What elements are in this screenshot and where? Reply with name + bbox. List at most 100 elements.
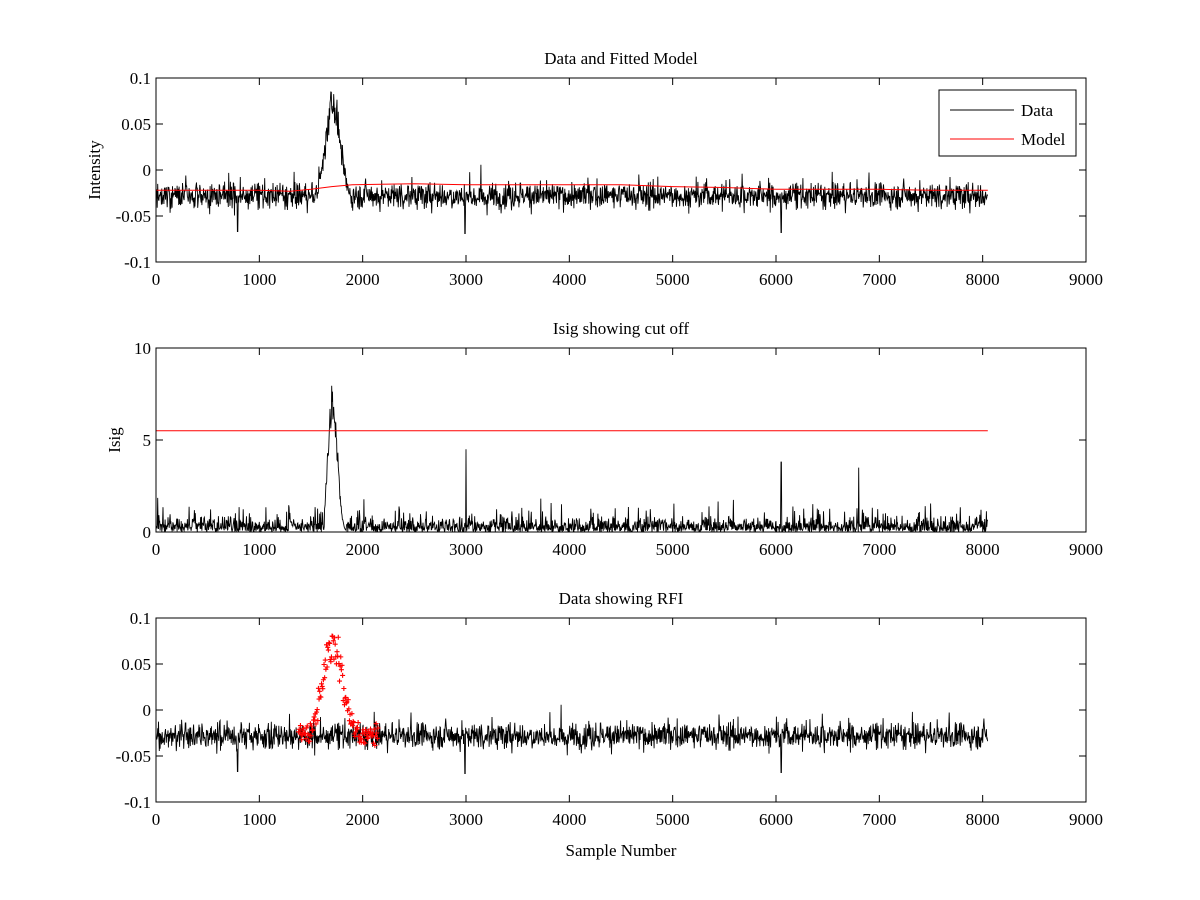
- rfi-marker: [335, 634, 341, 640]
- legend-box: [938, 89, 1077, 157]
- rfi-marker: [317, 688, 323, 694]
- rfi-marker: [334, 649, 340, 655]
- x-tick-label: 8000: [966, 810, 1000, 829]
- y-tick-label: 0: [143, 161, 152, 180]
- y-tick-label: -0.05: [116, 747, 151, 766]
- rfi-marker: [324, 664, 330, 670]
- rfi-marker: [345, 697, 351, 703]
- rfi-marker: [355, 725, 360, 731]
- x-tick-label: 4000: [552, 540, 586, 559]
- y-tick-label: 0.1: [130, 69, 151, 88]
- rfi-marker: [336, 660, 342, 666]
- y-tick-label: 0: [143, 523, 152, 542]
- rfi-marker: [330, 638, 336, 644]
- x-tick-label: 1000: [242, 810, 276, 829]
- rfi-marker: [374, 730, 380, 736]
- x-tick-label: 5000: [656, 810, 690, 829]
- rfi-marker: [342, 695, 348, 701]
- x-tick-label: 1000: [242, 540, 276, 559]
- rfi-marker: [325, 644, 331, 650]
- rfi-marker: [332, 641, 338, 647]
- rfi-marker: [308, 733, 314, 739]
- x-tick-label: 6000: [759, 540, 793, 559]
- rfi-marker: [307, 738, 313, 744]
- x-tick-label: 9000: [1069, 810, 1103, 829]
- rfi-marker: [319, 683, 325, 689]
- x-tick-label: 3000: [449, 540, 483, 559]
- x-tick-label: 0: [152, 270, 161, 289]
- y-tick-label: 10: [134, 339, 151, 358]
- rfi-marker: [313, 721, 319, 727]
- plot-area: [156, 618, 1086, 802]
- rfi-marker: [304, 723, 310, 729]
- rfi-marker: [369, 730, 375, 736]
- rfi-marker: [328, 654, 334, 660]
- rfi-marker: [299, 737, 305, 743]
- x-tick-label: 6000: [759, 270, 793, 289]
- rfi-marker: [315, 685, 321, 691]
- rfi-marker: [318, 694, 324, 700]
- y-tick-label: 0.05: [121, 655, 151, 674]
- subplot-title: Data and Fitted Model: [544, 49, 698, 68]
- rfi-marker: [371, 726, 377, 732]
- x-tick-label: 7000: [862, 810, 896, 829]
- x-tick-label: 2000: [346, 540, 380, 559]
- rfi-marker: [326, 640, 332, 646]
- rfi-marker: [341, 685, 347, 691]
- rfi-markers: [296, 633, 381, 748]
- rfi-marker: [373, 721, 379, 727]
- x-tick-label: 8000: [966, 540, 1000, 559]
- x-axis-label: Sample Number: [566, 841, 677, 860]
- rfi-marker: [343, 694, 349, 700]
- x-tick-label: 0: [152, 540, 161, 559]
- y-tick-label: 5: [143, 431, 152, 450]
- rfi-marker: [325, 647, 331, 653]
- subplot-title: Data showing RFI: [559, 589, 684, 608]
- rfi-marker: [346, 706, 352, 712]
- x-tick-label: 2000: [346, 270, 380, 289]
- subplot-2: 0 1000 2000 3000 4000 5000 6000 7000 8000 9000 0 5 1…: [105, 319, 1103, 559]
- rfi-marker: [320, 686, 326, 692]
- x-tick-label: 7000: [862, 270, 896, 289]
- rfi-marker: [374, 735, 380, 741]
- rfi-marker: [327, 640, 333, 646]
- x-tick-label: 5000: [656, 270, 690, 289]
- data-trace: [156, 704, 989, 774]
- x-tick-label: 9000: [1069, 270, 1103, 289]
- x-tick-label: 2000: [346, 810, 380, 829]
- legend-label: Data: [1021, 101, 1054, 120]
- rfi-marker: [314, 709, 320, 715]
- plot-content: [156, 633, 989, 774]
- rfi-marker: [346, 718, 352, 724]
- rfi-marker: [338, 667, 344, 673]
- x-tick-label: 0: [152, 810, 161, 829]
- rfi-marker: [321, 661, 327, 667]
- x-tick-label: 5000: [656, 540, 690, 559]
- rfi-marker: [297, 723, 303, 729]
- rfi-marker: [310, 727, 316, 733]
- x-tick-label: 3000: [449, 810, 483, 829]
- rfi-marker: [328, 659, 334, 665]
- x-tick-label: 7000: [862, 540, 896, 559]
- y-tick-label: 0: [143, 701, 152, 720]
- model-line: [156, 183, 988, 192]
- y-axis-label: Isig: [105, 427, 124, 453]
- rfi-marker: [335, 653, 341, 659]
- rfi-marker: [355, 720, 361, 726]
- rfi-marker: [372, 742, 378, 748]
- rfi-marker: [314, 707, 320, 713]
- rfi-marker: [319, 681, 325, 687]
- x-tick-label: 3000: [449, 270, 483, 289]
- x-tick-label: 1000: [242, 270, 276, 289]
- x-tick-label: 8000: [966, 270, 1000, 289]
- x-tick-label: 4000: [552, 270, 586, 289]
- plot-content: [156, 385, 989, 532]
- legend: Data Model: [938, 89, 1077, 157]
- rfi-marker: [309, 723, 315, 729]
- rfi-marker: [309, 728, 315, 734]
- rfi-marker: [338, 654, 344, 660]
- y-tick-label: -0.05: [116, 207, 151, 226]
- rfi-marker: [362, 740, 368, 746]
- rfi-marker: [337, 678, 343, 684]
